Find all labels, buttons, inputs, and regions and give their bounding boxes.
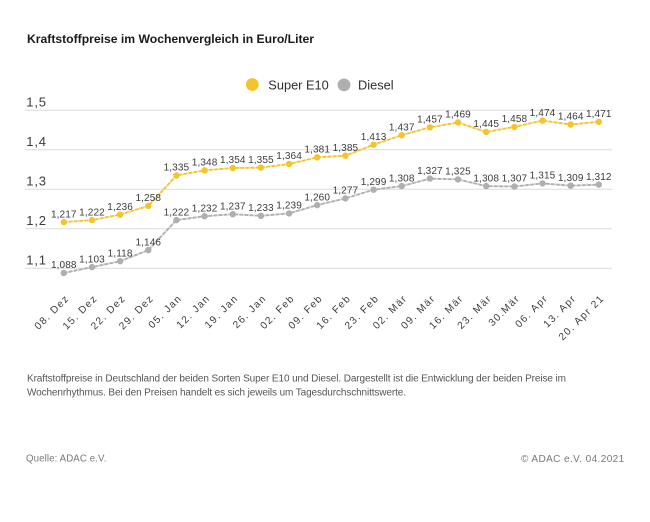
svg-text:1,474: 1,474	[530, 108, 556, 119]
svg-text:1,354: 1,354	[220, 155, 246, 166]
svg-text:© ADAC e.V. 04.2021: © ADAC e.V. 04.2021	[521, 454, 625, 465]
svg-text:1,222: 1,222	[164, 207, 190, 218]
svg-text:Super E10: Super E10	[268, 77, 328, 92]
svg-text:1,260: 1,260	[304, 192, 330, 203]
svg-text:1,4: 1,4	[26, 134, 46, 149]
svg-text:1,258: 1,258	[135, 193, 161, 204]
svg-text:1,308: 1,308	[473, 173, 499, 184]
svg-text:1,299: 1,299	[361, 177, 387, 188]
svg-text:1,277: 1,277	[333, 186, 359, 197]
svg-text:1,413: 1,413	[361, 132, 387, 143]
svg-text:1,469: 1,469	[445, 110, 471, 121]
svg-text:1,5: 1,5	[26, 95, 46, 110]
svg-text:1,118: 1,118	[108, 248, 133, 259]
svg-text:1,325: 1,325	[445, 167, 471, 178]
svg-text:1,355: 1,355	[248, 155, 274, 166]
svg-text:1,217: 1,217	[51, 209, 77, 220]
svg-text:1,2: 1,2	[26, 213, 46, 228]
svg-text:1,335: 1,335	[164, 163, 190, 174]
svg-text:1,348: 1,348	[192, 158, 218, 169]
svg-text:1,232: 1,232	[192, 203, 218, 214]
svg-text:1,222: 1,222	[79, 207, 105, 218]
svg-text:1,315: 1,315	[530, 171, 556, 182]
svg-text:1,239: 1,239	[276, 201, 302, 212]
svg-text:1,381: 1,381	[304, 145, 330, 156]
svg-text:1,1: 1,1	[26, 253, 46, 268]
svg-text:1,103: 1,103	[79, 254, 105, 265]
svg-text:Quelle: ADAC e.V.: Quelle: ADAC e.V.	[26, 454, 107, 465]
svg-text:Diesel: Diesel	[358, 77, 394, 92]
svg-text:1,146: 1,146	[135, 237, 161, 248]
svg-text:1,437: 1,437	[389, 122, 415, 133]
svg-text:1,307: 1,307	[502, 174, 528, 185]
svg-text:1,312: 1,312	[586, 172, 612, 183]
svg-text:1,237: 1,237	[220, 201, 246, 212]
svg-text:Wochenrhythmus. Bei den Preise: Wochenrhythmus. Bei den Preisen handelt …	[27, 388, 406, 399]
svg-text:1,088: 1,088	[51, 260, 77, 271]
svg-text:1,458: 1,458	[502, 114, 528, 125]
svg-text:1,457: 1,457	[417, 115, 443, 126]
svg-text:1,445: 1,445	[473, 119, 499, 130]
svg-text:1,327: 1,327	[417, 166, 443, 177]
svg-text:1,364: 1,364	[276, 151, 302, 162]
svg-text:1,309: 1,309	[558, 173, 584, 184]
svg-text:1,236: 1,236	[107, 202, 133, 213]
svg-text:1,385: 1,385	[333, 143, 359, 154]
svg-text:1,233: 1,233	[248, 203, 274, 214]
svg-text:Kraftstoffpreise in Deutschlan: Kraftstoffpreise in Deutschland der beid…	[27, 373, 566, 384]
svg-text:1,471: 1,471	[586, 109, 612, 120]
svg-text:1,3: 1,3	[26, 174, 46, 189]
svg-text:Kraftstoffpreise im Wochenverg: Kraftstoffpreise im Wochenvergleich in E…	[27, 32, 314, 46]
svg-text:1,464: 1,464	[558, 112, 584, 123]
svg-text:1,308: 1,308	[389, 173, 415, 184]
